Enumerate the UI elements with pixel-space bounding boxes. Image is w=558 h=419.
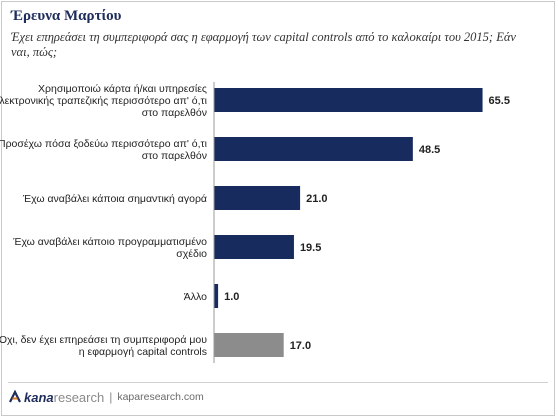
chart-title: Έρευνα Μαρτίου (11, 8, 122, 24)
bar (214, 186, 301, 210)
data-label: 1.0 (224, 291, 239, 303)
kana-logo-icon (9, 390, 21, 403)
data-label: 65.5 (489, 95, 510, 107)
data-label: 19.5 (300, 242, 321, 254)
category-label: Έχω αναβάλει κάποια σημαντική αγορά (22, 193, 207, 205)
chart-subtitle: Έχει επηρεάσει τη συμπεριφορά σας η εφαρ… (11, 30, 516, 59)
brand-logo: kana research | kaparesearch.com (8, 389, 204, 405)
data-label: 48.5 (419, 144, 440, 156)
footer-separator: | (109, 390, 113, 404)
brand-name-kana: kana (24, 389, 54, 405)
bar (214, 284, 219, 308)
brand-name-research: research (53, 389, 105, 405)
data-label: 21.0 (306, 193, 327, 205)
category-label: Έχω αναβάλει κάποιο προγραμματισμένο σχέδ… (12, 236, 207, 260)
category-label: Άλλο (184, 291, 207, 303)
bar (214, 88, 483, 112)
category-label: Προσέχω πόσα ξοδεύω περισσότερο απ' ό,τι… (0, 138, 208, 162)
bar (214, 137, 413, 161)
bar (214, 235, 294, 259)
footer-divider (8, 382, 548, 383)
category-label: Όχι, δεν έχει επηρεάσει τη συμπεριφορά μ… (0, 334, 207, 358)
data-label: 17.0 (290, 340, 311, 352)
footer-url[interactable]: kaparesearch.com (117, 391, 204, 403)
bar (214, 333, 284, 357)
category-label: Χρησιμοποιώ κάρτα ή/και υπηρεσίες ηλεκτρο… (0, 83, 208, 119)
